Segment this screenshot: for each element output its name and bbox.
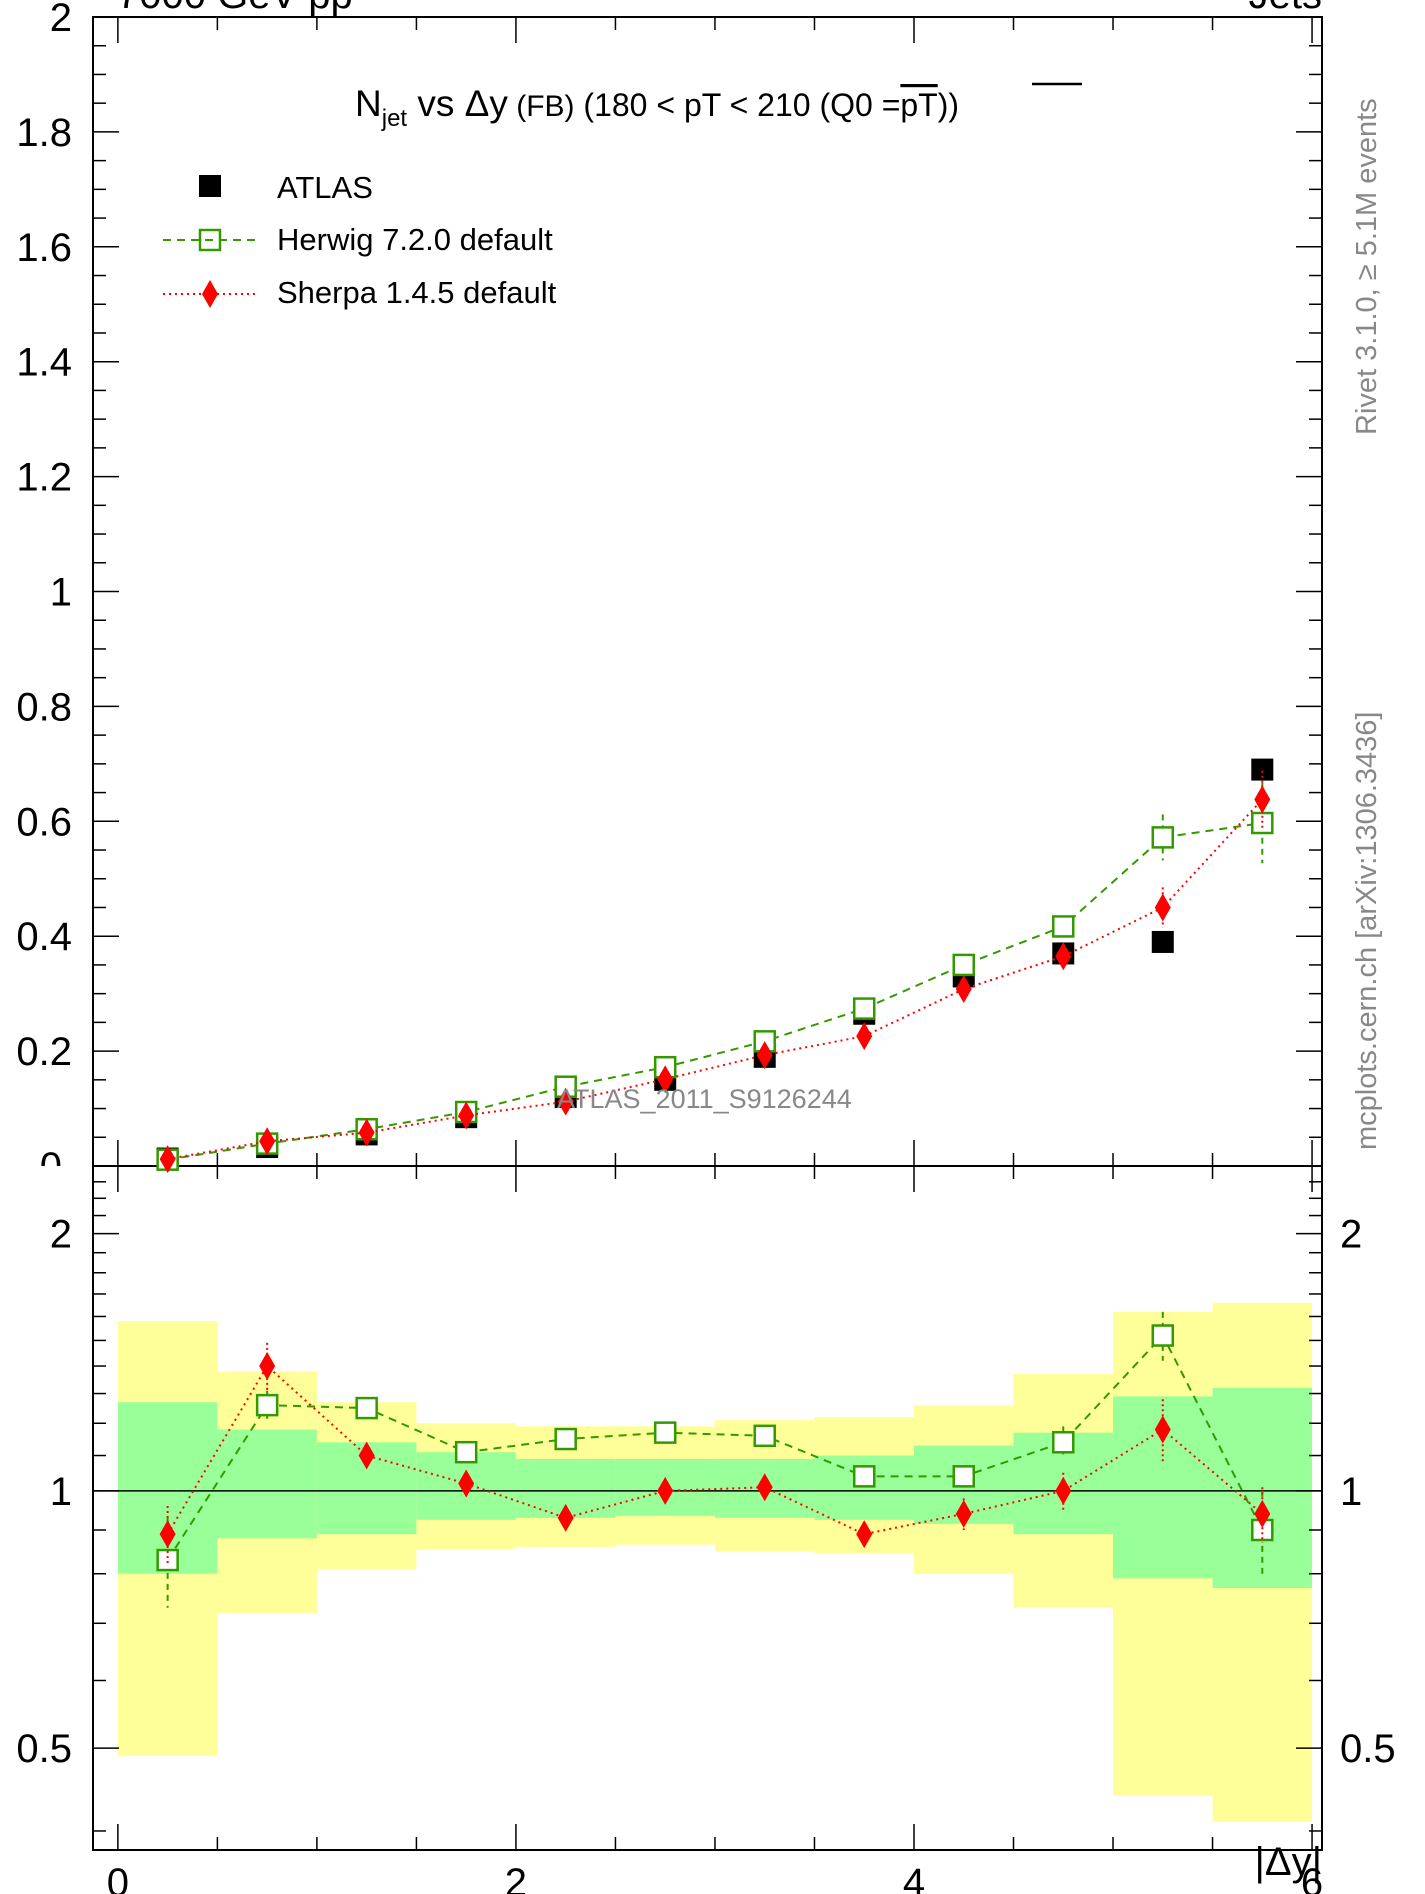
sherpa-point <box>1154 893 1171 922</box>
ratio-y-tick-label-right: 2 <box>1340 1213 1362 1257</box>
ratio-sherpa-point <box>1154 1415 1171 1444</box>
ratio-sherpa-line <box>166 1364 1263 1536</box>
ratio-sherpa-point <box>458 1469 475 1498</box>
sherpa-point <box>358 1118 375 1147</box>
legend: ATLAS Herwig 7.2.0 default Sherpa 1.4.5 … <box>163 170 557 310</box>
band-inner <box>217 1429 317 1539</box>
chart-title: Njet vs Δy (FB) (180 < pT < 210 (Q0 =pT)… <box>355 83 959 132</box>
x-axis-label: |Δy| <box>1255 1840 1323 1884</box>
ratio-sherpa-point <box>259 1352 276 1381</box>
herwig-point <box>852 997 876 1020</box>
ratio-sherpa-point <box>955 1499 972 1528</box>
series-curves <box>156 758 1274 1608</box>
sherpa-point <box>458 1101 475 1130</box>
ratio-y-tick-label: 1 <box>50 1470 72 1514</box>
sherpa-point <box>955 975 972 1004</box>
label-mask <box>30 1166 90 1196</box>
ratio-herwig-point <box>1052 1431 1075 1454</box>
ratio-y-tick-label: 0.5 <box>16 1727 72 1771</box>
mcplots-label: mcplots.cern.ch [arXiv:1306.3436] <box>1351 712 1383 1150</box>
y-tick-label: 1.6 <box>16 226 72 270</box>
header-left: 7000 GeV pp <box>117 0 353 17</box>
herwig-line <box>167 822 1263 1161</box>
ratio-herwig-point <box>653 1421 677 1444</box>
ratio-sherpa-point <box>756 1473 773 1502</box>
y-tick-label: 0.8 <box>16 685 72 729</box>
y-tick-label: 0.4 <box>16 915 72 959</box>
x-tick-label: 2 <box>505 1861 527 1894</box>
sherpa-point <box>1055 942 1072 971</box>
ratio-y-tick-label-right: 1 <box>1340 1470 1362 1514</box>
y-tick-label: 1.4 <box>16 341 72 385</box>
y-tick-label: 0.6 <box>16 800 72 844</box>
ratio-sherpa-point <box>159 1520 176 1549</box>
ratio-plot-frame <box>92 1165 1323 1851</box>
ratio-sherpa-point <box>1254 1499 1271 1528</box>
ratio-sherpa-point <box>358 1441 375 1470</box>
sherpa-point <box>557 1087 574 1116</box>
legend-label-atlas: ATLAS <box>277 170 373 205</box>
ratio-y-tick-label-right: 0.5 <box>1340 1727 1396 1771</box>
x-tick-label: 0 <box>107 1861 129 1894</box>
sherpa-point <box>657 1065 674 1094</box>
analysis-watermark: ATLAS_2011_S9126244 <box>557 1084 852 1114</box>
y-tick-label: 2 <box>50 0 72 40</box>
sherpa-point <box>1254 785 1271 814</box>
ratio-sherpa-point <box>1055 1476 1072 1505</box>
atlas-point <box>1151 930 1174 953</box>
ratio-herwig-point <box>454 1440 478 1464</box>
ratio-herwig-point <box>255 1393 279 1417</box>
ratio-herwig-point <box>554 1427 577 1451</box>
rivet-label: Rivet 3.1.0, ≥ 5.1M events <box>1351 98 1383 435</box>
y-tick-label: 0.2 <box>16 1030 72 1074</box>
ratio-herwig-line <box>166 1333 1264 1561</box>
header-right: Jets <box>1249 0 1322 17</box>
ratio-herwig-point <box>753 1424 776 1448</box>
legend-marker-sherpa <box>202 280 218 308</box>
ratio-herwig-point <box>156 1548 179 1572</box>
herwig-point <box>1052 915 1075 938</box>
sherpa-point <box>259 1127 276 1156</box>
legend-label-herwig: Herwig 7.2.0 default <box>277 222 553 257</box>
ratio-herwig-point <box>1151 1324 1175 1347</box>
y-tick-label: 1 <box>50 571 72 615</box>
sherpa-point <box>756 1041 773 1070</box>
x-tick-label: 6 <box>1301 1861 1323 1894</box>
ratio-sherpa-point <box>557 1503 574 1532</box>
y-tick-label: 1.8 <box>16 111 72 155</box>
ratio-sherpa-point <box>856 1520 873 1549</box>
sherpa-point <box>856 1022 873 1051</box>
sherpa-point <box>159 1145 176 1174</box>
ratio-herwig-point <box>355 1396 378 1420</box>
y-tick-label: 1.2 <box>16 456 72 500</box>
ratio-herwig-point <box>852 1465 876 1488</box>
axis-ticks: 02460.20.40.60.811.21.41.61.8200.50.5112… <box>16 0 1395 1894</box>
legend-label-sherpa: Sherpa 1.4.5 default <box>277 275 557 310</box>
ratio-y-tick-label: 2 <box>50 1213 72 1257</box>
ratio-herwig-point <box>952 1465 975 1488</box>
herwig-point <box>1151 826 1175 849</box>
legend-marker-herwig <box>198 228 222 252</box>
ratio-sherpa-point <box>657 1476 674 1505</box>
herwig-point <box>952 953 975 977</box>
uncertainty-bands <box>117 1302 1313 1822</box>
legend-marker-atlas <box>199 175 221 197</box>
x-tick-label: 4 <box>903 1861 925 1894</box>
atlas-point <box>1251 758 1274 781</box>
